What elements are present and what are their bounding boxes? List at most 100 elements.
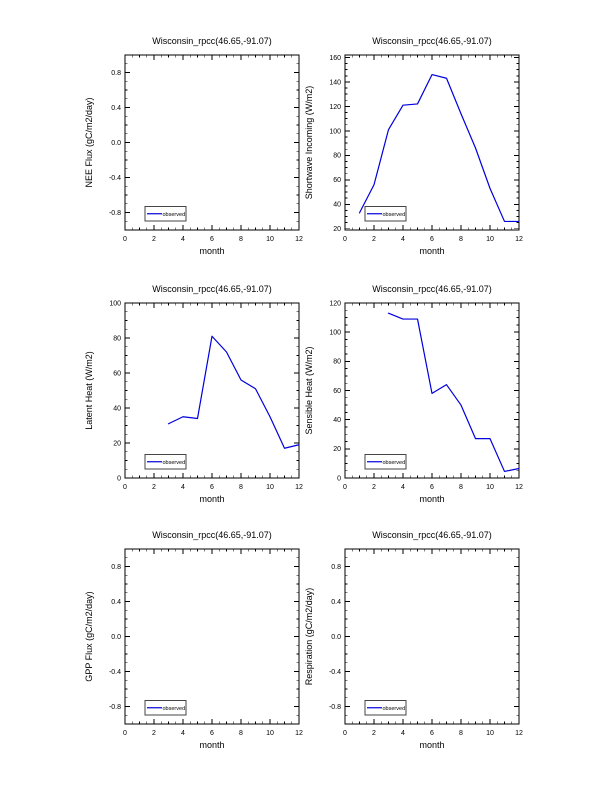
x-tick-label: 0 — [343, 484, 347, 491]
x-tick-label: 10 — [266, 236, 274, 243]
x-tick-label: 2 — [372, 730, 376, 737]
x-tick-label: 8 — [459, 484, 463, 491]
plot-frame — [124, 302, 300, 479]
y-tick-label: 80 — [333, 153, 341, 160]
x-axis-label: month — [419, 494, 444, 504]
y-tick-label: 0.4 — [111, 105, 121, 112]
legend-box — [144, 206, 187, 222]
chart-title: Wisconsin_rpcc(46.65,-91.07) — [372, 284, 492, 294]
chart-title: Wisconsin_rpcc(46.65,-91.07) — [152, 530, 272, 540]
x-tick-label: 4 — [401, 236, 405, 243]
x-axis-label: month — [199, 246, 224, 256]
y-tick-label: 100 — [109, 300, 121, 307]
y-tick-label: 0.0 — [111, 634, 121, 641]
y-axis-label: GPP Flux (gC/m2/day) — [84, 591, 94, 681]
y-tick-label: 0.8 — [111, 564, 121, 571]
x-tick-label: 6 — [210, 236, 214, 243]
x-axis-label: month — [419, 740, 444, 750]
chart-svg-gpp-flux: 0 2 4 6 8 10 12 -0.8 -0.4 0.0 0.4 0.8 observed Wiscon… — [84, 530, 303, 750]
series-observed — [358, 73, 520, 223]
x-tick-label: 10 — [266, 730, 274, 737]
y-tick-label: 0.4 — [331, 599, 341, 606]
x-tick-label: 6 — [210, 730, 214, 737]
legend-box — [364, 454, 407, 470]
y-tick-label: 100 — [329, 128, 341, 135]
y-tick-label: 20 — [333, 226, 341, 233]
chart-svg-respiration: 0 2 4 6 8 10 12 -0.8 -0.4 0.0 0.4 0.8 observed Wiscon… — [304, 530, 523, 750]
x-tick-label: 4 — [401, 730, 405, 737]
x-tick-label: 0 — [123, 730, 127, 737]
x-tick-label: 6 — [210, 484, 214, 491]
chart-sensible-heat: 0 2 4 6 8 10 12 0 20 40 60 80 100 120 observed Wisconsi… — [285, 278, 530, 518]
legend-label: observed — [383, 212, 406, 218]
y-tick-label: 40 — [333, 202, 341, 209]
x-axis-label: month — [419, 246, 444, 256]
y-tick-label: 0.0 — [331, 634, 341, 641]
y-tick-label: -0.4 — [109, 669, 121, 676]
y-tick-label: 160 — [329, 55, 341, 62]
y-tick-label: -0.8 — [109, 210, 121, 217]
x-tick-label: 6 — [430, 484, 434, 491]
y-tick-label: 40 — [113, 405, 121, 412]
y-tick-label: 40 — [333, 417, 341, 424]
y-tick-label: 100 — [329, 330, 341, 337]
y-axis-label: Respiration (gC/m2/day) — [304, 588, 314, 686]
chart-latent-heat: 0 2 4 6 8 10 12 0 20 40 60 80 100 observed Wisconsin_r… — [65, 278, 310, 518]
x-tick-label: 2 — [152, 730, 156, 737]
y-tick-label: 20 — [113, 440, 121, 447]
x-tick-label: 8 — [239, 484, 243, 491]
plot-frame — [124, 548, 300, 725]
y-axis-label: Shortwave Incoming (W/m2) — [304, 86, 314, 200]
x-axis-label: month — [199, 740, 224, 750]
y-tick-label: -0.8 — [329, 704, 341, 711]
legend-label: observed — [383, 460, 406, 466]
x-tick-label: 12 — [295, 484, 303, 491]
x-tick-label: 12 — [515, 730, 523, 737]
chart-title: Wisconsin_rpcc(46.65,-91.07) — [372, 36, 492, 46]
x-tick-label: 6 — [430, 236, 434, 243]
x-tick-label: 4 — [401, 484, 405, 491]
y-tick-label: 60 — [333, 177, 341, 184]
legend-box — [144, 454, 187, 470]
y-axis-label: Sensible Heat (W/m2) — [304, 346, 314, 434]
x-tick-label: 8 — [239, 236, 243, 243]
x-tick-label: 12 — [515, 484, 523, 491]
x-tick-label: 10 — [486, 236, 494, 243]
series-observed — [167, 335, 300, 449]
x-tick-label: 12 — [295, 236, 303, 243]
x-tick-label: 2 — [152, 236, 156, 243]
chart-svg-latent-heat: 0 2 4 6 8 10 12 0 20 40 60 80 100 observed Wisconsin_r… — [84, 284, 303, 504]
y-tick-label: 0 — [337, 475, 341, 482]
chart-svg-nee-flux: 0 2 4 6 8 10 12 -0.8 -0.4 0.0 0.4 0.8 observed Wiscon… — [84, 36, 303, 256]
x-tick-label: 8 — [459, 236, 463, 243]
x-tick-label: 0 — [123, 484, 127, 491]
x-tick-label: 8 — [459, 730, 463, 737]
series-observed — [387, 312, 520, 473]
chart-title: Wisconsin_rpcc(46.65,-91.07) — [152, 284, 272, 294]
y-tick-label: 80 — [113, 335, 121, 342]
chart-svg-sensible-heat: 0 2 4 6 8 10 12020406080100120observedWisconsi… — [304, 284, 523, 504]
x-tick-label: 2 — [372, 484, 376, 491]
y-tick-label: 140 — [329, 79, 341, 86]
y-tick-label: 60 — [113, 370, 121, 377]
y-tick-label: 120 — [329, 104, 341, 111]
x-tick-label: 10 — [266, 484, 274, 491]
x-tick-label: 0 — [343, 730, 347, 737]
y-tick-label: -0.8 — [109, 704, 121, 711]
y-tick-label: -0.4 — [329, 669, 341, 676]
chart-shortwave-incoming: 0 2 4 6 8 10 12 20 40 60 80 100 120 140 160 observed Wis… — [285, 30, 530, 270]
x-tick-label: 10 — [486, 484, 494, 491]
y-tick-label: 120 — [329, 300, 341, 307]
y-tick-label: 0 — [117, 475, 121, 482]
y-axis-label: NEE Flux (gC/m2/day) — [84, 97, 94, 187]
legend-box — [144, 700, 187, 716]
y-axis-label: Latent Heat (W/m2) — [84, 351, 94, 430]
y-tick-label: 80 — [333, 359, 341, 366]
y-tick-label: 0.0 — [111, 140, 121, 147]
y-tick-label: 60 — [333, 388, 341, 395]
chart-svg-shortwave-incoming: 0 2 4 6 8 10 12 20 40 60 80 100 120 140 160 observed Wis… — [304, 36, 523, 256]
chart-title: Wisconsin_rpcc(46.65,-91.07) — [372, 530, 492, 540]
legend-label: observed — [163, 460, 186, 466]
x-tick-label: 8 — [239, 730, 243, 737]
